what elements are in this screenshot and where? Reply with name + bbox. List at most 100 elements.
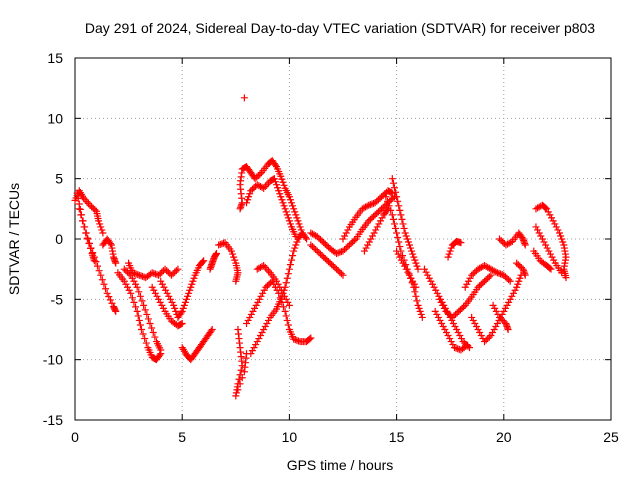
series-arc-aj <box>532 223 566 277</box>
data-point <box>491 304 499 312</box>
data-point <box>281 292 289 300</box>
data-point <box>370 212 378 220</box>
data-point <box>98 226 106 234</box>
data-point <box>532 223 540 231</box>
data-point <box>103 289 111 297</box>
data-point <box>155 271 163 279</box>
data-point <box>234 386 242 394</box>
data-point <box>99 229 107 237</box>
data-point <box>83 198 91 206</box>
data-point <box>244 316 252 324</box>
data-point <box>159 304 167 312</box>
data-point <box>137 272 145 280</box>
data-point <box>396 253 404 261</box>
data-point <box>135 288 143 296</box>
data-point <box>506 277 514 285</box>
data-point <box>439 301 447 309</box>
data-point <box>393 229 401 237</box>
data-point <box>166 295 174 303</box>
data-point <box>285 217 293 225</box>
data-point <box>370 229 378 237</box>
data-point <box>425 274 433 282</box>
data-point <box>106 240 114 248</box>
data-point <box>545 247 553 255</box>
data-point <box>431 307 439 315</box>
data-point <box>429 280 437 288</box>
data-point <box>385 202 393 210</box>
data-point <box>334 267 342 275</box>
data-point <box>489 329 497 337</box>
data-point <box>469 316 477 324</box>
series-arc-ab <box>435 271 495 321</box>
data-point <box>392 224 400 232</box>
data-point <box>207 327 215 335</box>
data-point <box>178 307 186 315</box>
data-point <box>559 238 567 246</box>
data-point <box>333 249 341 257</box>
data-point <box>477 263 485 271</box>
data-point <box>439 322 447 330</box>
data-point <box>405 271 413 279</box>
data-point <box>135 271 143 279</box>
data-point <box>455 307 463 315</box>
data-point <box>448 313 456 321</box>
data-point <box>155 295 163 303</box>
data-point <box>394 250 402 258</box>
data-point <box>138 297 146 305</box>
data-point <box>521 271 529 279</box>
data-point <box>274 184 282 192</box>
data-point <box>170 301 178 309</box>
data-point <box>130 277 138 285</box>
data-point <box>407 274 415 282</box>
data-point <box>178 319 186 327</box>
data-point <box>277 193 285 201</box>
data-point <box>365 238 373 246</box>
data-point <box>514 261 522 269</box>
series-arc-l <box>215 239 242 285</box>
data-point <box>252 301 260 309</box>
data-point <box>455 345 463 353</box>
data-point <box>496 313 504 321</box>
data-point <box>240 94 248 102</box>
series-arc-ah <box>513 259 529 279</box>
data-point <box>382 193 390 201</box>
data-point <box>546 264 554 272</box>
series-arc-o <box>243 175 300 241</box>
data-point <box>424 271 432 279</box>
data-point <box>337 270 345 278</box>
data-point <box>422 268 430 276</box>
data-point <box>345 241 353 249</box>
data-point <box>254 298 262 306</box>
data-point <box>339 235 347 243</box>
data-point <box>411 256 419 264</box>
data-point <box>416 307 424 315</box>
data-point <box>442 329 450 337</box>
data-point <box>450 312 458 320</box>
data-point <box>418 313 426 321</box>
data-point <box>120 265 128 273</box>
data-point <box>283 274 291 282</box>
data-point <box>328 261 336 269</box>
data-point <box>506 295 514 303</box>
series-arc-ai <box>532 201 570 282</box>
data-point <box>273 181 281 189</box>
data-point <box>151 333 159 341</box>
data-point <box>552 223 560 231</box>
data-point <box>150 286 158 294</box>
series-arc-i <box>148 283 186 330</box>
y-tick-label: 0 <box>55 231 63 247</box>
data-point <box>142 339 150 347</box>
data-point <box>403 235 411 243</box>
data-point <box>395 238 403 246</box>
y-tick-label: -10 <box>43 352 63 368</box>
data-point <box>200 257 208 265</box>
data-point <box>548 253 556 261</box>
data-point <box>286 220 294 228</box>
data-point <box>388 175 396 183</box>
data-point <box>482 336 490 344</box>
data-point <box>243 319 251 327</box>
data-point <box>180 301 188 309</box>
data-point <box>440 304 448 312</box>
data-point <box>350 237 358 245</box>
